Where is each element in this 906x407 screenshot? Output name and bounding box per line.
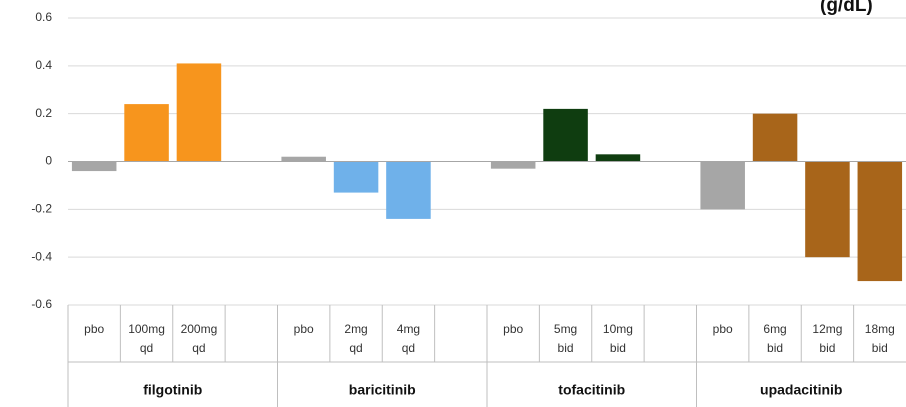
x-tick-label: bid — [872, 341, 888, 355]
x-tick-label: bid — [558, 341, 574, 355]
x-tick-label: bid — [610, 341, 626, 355]
x-tick-label: 18mg — [865, 322, 895, 336]
bar — [752, 113, 798, 162]
y-tick-label: -0.2 — [31, 202, 52, 216]
x-tick-label: pbo — [503, 322, 523, 336]
bar — [857, 161, 903, 282]
x-axis: pbo 100mg qd 200mg qd filgotinib pbo 2mg qd 4mg qd… — [67, 305, 906, 407]
y-tick-label: 0 — [45, 154, 52, 168]
y-tick-label: -0.6 — [31, 297, 52, 311]
y-tick-label: 0.4 — [35, 58, 52, 72]
bar — [386, 161, 431, 219]
x-tick-label: 2mg — [344, 322, 367, 336]
x-tick-label: 6mg — [763, 322, 786, 336]
x-tick-label: 4mg — [397, 322, 420, 336]
x-tick-label: pbo — [294, 322, 314, 336]
x-tick-label: 200mg — [181, 322, 218, 336]
bar — [490, 161, 536, 169]
x-tick-label: qd — [402, 341, 415, 355]
bar — [71, 161, 117, 172]
x-tick-label: 5mg — [554, 322, 577, 336]
x-tick-label: bid — [767, 341, 783, 355]
x-tick-label: 12mg — [812, 322, 842, 336]
bar — [333, 161, 379, 193]
x-tick-label: pbo — [713, 322, 733, 336]
y-tick-label: 0.2 — [35, 106, 52, 120]
bar — [700, 161, 745, 210]
group-label: baricitinib — [349, 382, 416, 398]
x-tick-label: bid — [819, 341, 835, 355]
bar — [281, 156, 326, 162]
x-tick-label: qd — [349, 341, 362, 355]
group-label: filgotinib — [143, 382, 202, 398]
x-tick-label: 10mg — [603, 322, 633, 336]
x-tick-label: qd — [192, 341, 205, 355]
y-tick-label: 0.6 — [35, 10, 52, 24]
x-tick-label: qd — [140, 341, 153, 355]
group-label: tofacitinib — [558, 382, 625, 398]
bar — [124, 104, 169, 162]
y-axis: 0.6 0.4 0.2 0 -0.2 -0.4 -0.6 — [31, 10, 52, 311]
x-tick-label: 100mg — [128, 322, 165, 336]
y-tick-label: -0.4 — [31, 249, 52, 263]
group-label: upadacitinib — [760, 382, 842, 398]
bar — [176, 63, 222, 162]
bars — [68, 63, 906, 282]
chart-title-fragment: (g/dL) — [820, 0, 873, 16]
x-tick-label: pbo — [84, 322, 104, 336]
bar — [595, 154, 641, 162]
bar — [805, 161, 850, 258]
bar — [543, 108, 588, 162]
